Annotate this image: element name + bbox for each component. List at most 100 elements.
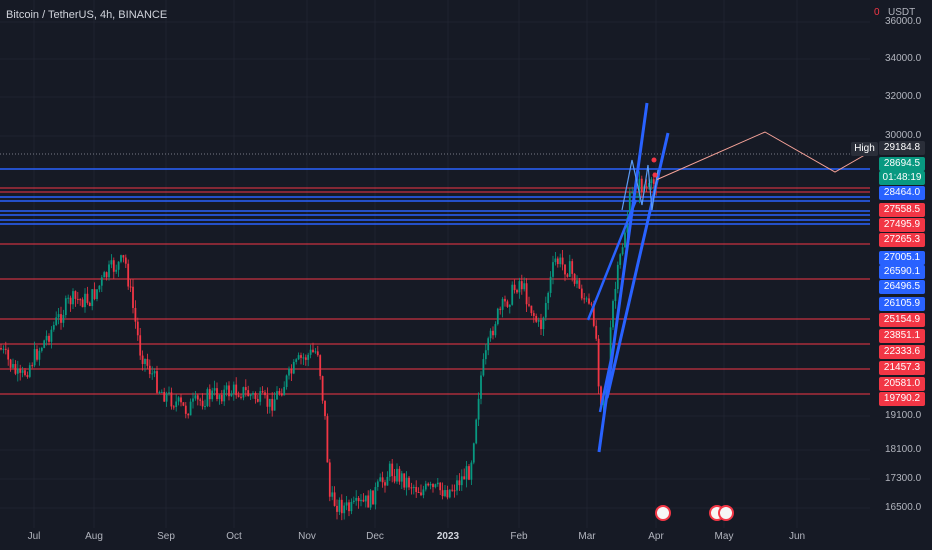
currency-label[interactable]: USDT — [888, 7, 916, 18]
candle-body — [201, 400, 204, 407]
candle-body — [444, 490, 446, 497]
candle-body — [235, 384, 238, 396]
candle-body — [465, 466, 468, 480]
candle-body — [511, 284, 514, 305]
x-axis-tick: Sep — [157, 531, 175, 542]
candle-body — [523, 283, 526, 290]
candle-body — [2, 348, 5, 350]
candle-body — [475, 419, 478, 444]
economic-event-flag-icon[interactable] — [655, 505, 671, 521]
candle-body — [612, 301, 614, 328]
candle-body — [321, 376, 324, 401]
candle-body — [398, 468, 401, 482]
candle-body — [400, 473, 403, 482]
x-axis-tick: Dec — [366, 531, 384, 542]
price-label: 27558.5 — [879, 203, 925, 217]
candle-body — [415, 486, 418, 492]
candle-body — [242, 387, 245, 398]
candle-body — [74, 291, 77, 299]
candle-body — [180, 397, 182, 403]
candle-body — [496, 308, 499, 325]
candle-body — [127, 263, 130, 287]
candle-body — [360, 499, 362, 502]
candle-body — [168, 392, 170, 394]
candle-body — [535, 315, 538, 322]
candle-body — [499, 308, 502, 310]
candle-body — [110, 260, 113, 265]
candle-body — [55, 317, 58, 326]
candle-body — [343, 505, 346, 514]
candle-body — [472, 443, 475, 463]
candle-body — [249, 394, 252, 397]
candle-body — [165, 393, 168, 402]
candle-body — [314, 351, 317, 353]
candle-body — [436, 482, 439, 485]
candle-body — [405, 477, 408, 488]
candle-body — [386, 476, 389, 486]
candle-body — [304, 357, 307, 360]
candle-body — [592, 304, 595, 326]
x-axis-tick: Apr — [648, 531, 664, 542]
price-label: 28694.5 — [879, 157, 925, 171]
candle-body — [352, 500, 355, 502]
candle-body — [456, 480, 458, 491]
candle-body — [134, 307, 137, 322]
candle-body — [84, 293, 86, 308]
candle-body — [309, 349, 312, 355]
y-axis-tick: 19100.0 — [885, 410, 922, 421]
candle-body — [506, 301, 509, 307]
x-axis-tick: May — [714, 531, 734, 542]
candle-body — [7, 349, 10, 360]
candle-body — [480, 375, 482, 399]
candle-body — [96, 289, 98, 300]
candle-body — [24, 370, 26, 376]
candle-body — [621, 247, 624, 255]
candle-body — [585, 298, 588, 300]
candle-body — [422, 489, 425, 496]
candle-body — [640, 178, 643, 192]
candle-body — [561, 257, 564, 265]
candle-body — [540, 320, 542, 330]
candle-body — [194, 395, 197, 399]
candle-body — [573, 273, 576, 284]
candle-body — [446, 490, 449, 498]
y-axis-tick: 32000.0 — [885, 91, 922, 102]
candle-body — [290, 368, 293, 374]
candle-body — [108, 264, 110, 278]
candle-body — [151, 373, 154, 375]
economic-event-flag-icon[interactable] — [718, 505, 734, 521]
candle-body — [192, 398, 194, 402]
candle-body — [578, 280, 581, 289]
candle-body — [220, 394, 223, 402]
candle-body — [432, 484, 434, 488]
candle-body — [218, 394, 221, 400]
candle-body — [31, 365, 34, 367]
candle-body — [336, 505, 338, 512]
candle-body — [487, 338, 490, 351]
candle-body — [144, 358, 146, 365]
candle-body — [69, 297, 72, 305]
candle-body — [170, 392, 173, 407]
candle-body — [292, 361, 295, 374]
candle-body — [412, 486, 415, 488]
candle-body — [350, 501, 353, 512]
candle-body — [528, 304, 530, 306]
candle-body — [12, 364, 14, 368]
candle-body — [388, 463, 391, 477]
candle-body — [177, 397, 180, 402]
candle-body — [158, 391, 161, 393]
candle-body — [216, 388, 218, 400]
candle-body — [403, 473, 406, 488]
candle-body — [79, 299, 82, 301]
candle-body — [494, 324, 497, 336]
candle-body — [568, 261, 571, 277]
symbol-title[interactable]: Bitcoin / TetherUS, 4h, BINANCE — [6, 9, 168, 21]
candle-body — [196, 395, 199, 400]
candle-body — [40, 347, 43, 351]
candle-body — [333, 492, 336, 506]
candle-body — [182, 402, 185, 406]
candle-body — [429, 484, 432, 486]
candle-body — [417, 491, 420, 493]
candle-body — [199, 399, 202, 401]
